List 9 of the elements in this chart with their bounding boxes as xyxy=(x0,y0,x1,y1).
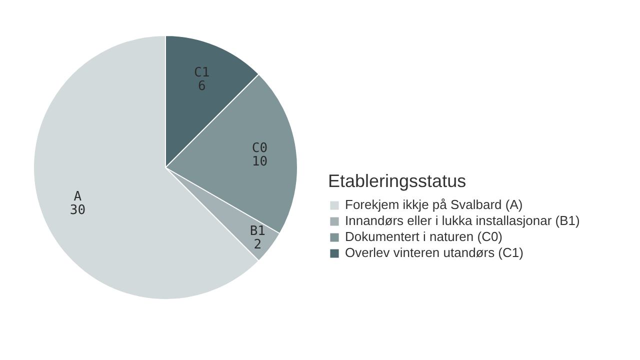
data-label: A 30 xyxy=(70,190,86,218)
data-label: C1 6 xyxy=(194,65,210,94)
legend-label: Overlev vinteren utandørs (C1) xyxy=(345,245,524,260)
data-label: B1 2 xyxy=(250,224,266,252)
legend-title: Etableringsstatus xyxy=(328,171,468,192)
data-label: C0 10 xyxy=(252,140,268,170)
legend-label: Innandørs eller i lukka installasjonar (B1) xyxy=(345,213,580,228)
legend-label: Dokumentert i naturen (C0) xyxy=(345,229,503,244)
legend-label: Forekjem ikkje på Svalbard (A) xyxy=(345,197,523,212)
